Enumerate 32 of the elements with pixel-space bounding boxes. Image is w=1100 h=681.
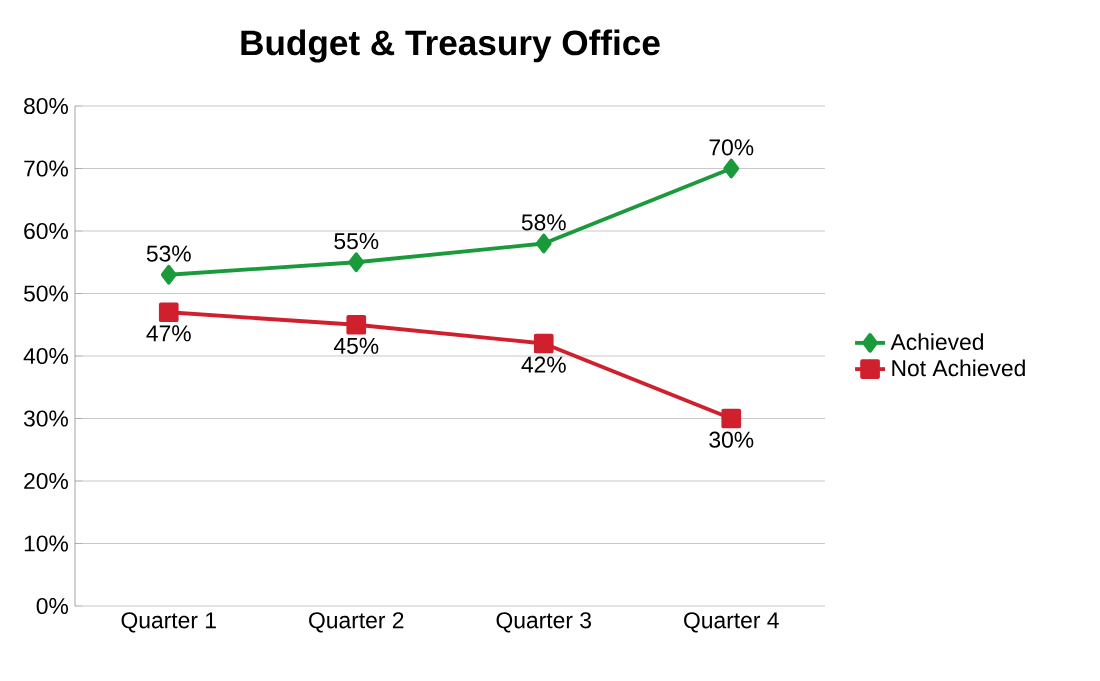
- data-label: 42%: [521, 356, 566, 373]
- point: [535, 233, 552, 254]
- data-label: 45%: [333, 337, 379, 354]
- data-label: 30%: [709, 431, 754, 448]
- legend-label: Achieved: [890, 333, 984, 351]
- data-label: 47%: [146, 325, 191, 342]
- point: [723, 158, 740, 179]
- data-label: 55%: [334, 233, 379, 250]
- y-tick-label: 80%: [24, 97, 68, 115]
- point: [158, 302, 179, 323]
- data-label: 53%: [146, 245, 191, 262]
- data-label: 58%: [521, 214, 566, 231]
- data-label: 70%: [709, 139, 754, 156]
- x-tick-label: Quarter 2: [309, 612, 404, 633]
- y-tick-label: 30%: [23, 410, 68, 427]
- x-tick-label: Quarter 1: [121, 612, 216, 633]
- y-tick-label: 60%: [24, 222, 68, 240]
- point: [721, 408, 742, 429]
- y-tick-label: 40%: [23, 347, 68, 365]
- legend-label: Not Achieved: [892, 359, 1025, 377]
- y-tick-label: 20%: [24, 472, 68, 490]
- y-tick-label: 70%: [24, 160, 68, 177]
- chart-title: Budget & Treasury Office: [241, 29, 660, 63]
- x-tick-label: Quarter 3: [496, 612, 591, 633]
- y-tick-label: 10%: [24, 535, 68, 552]
- x-tick-label: Quarter 4: [684, 612, 779, 633]
- y-tick-label: 0%: [36, 597, 68, 615]
- y-tick-label: 50%: [23, 285, 68, 302]
- point: [533, 333, 554, 354]
- point: [348, 252, 365, 273]
- point: [346, 314, 367, 335]
- point: [160, 264, 177, 285]
